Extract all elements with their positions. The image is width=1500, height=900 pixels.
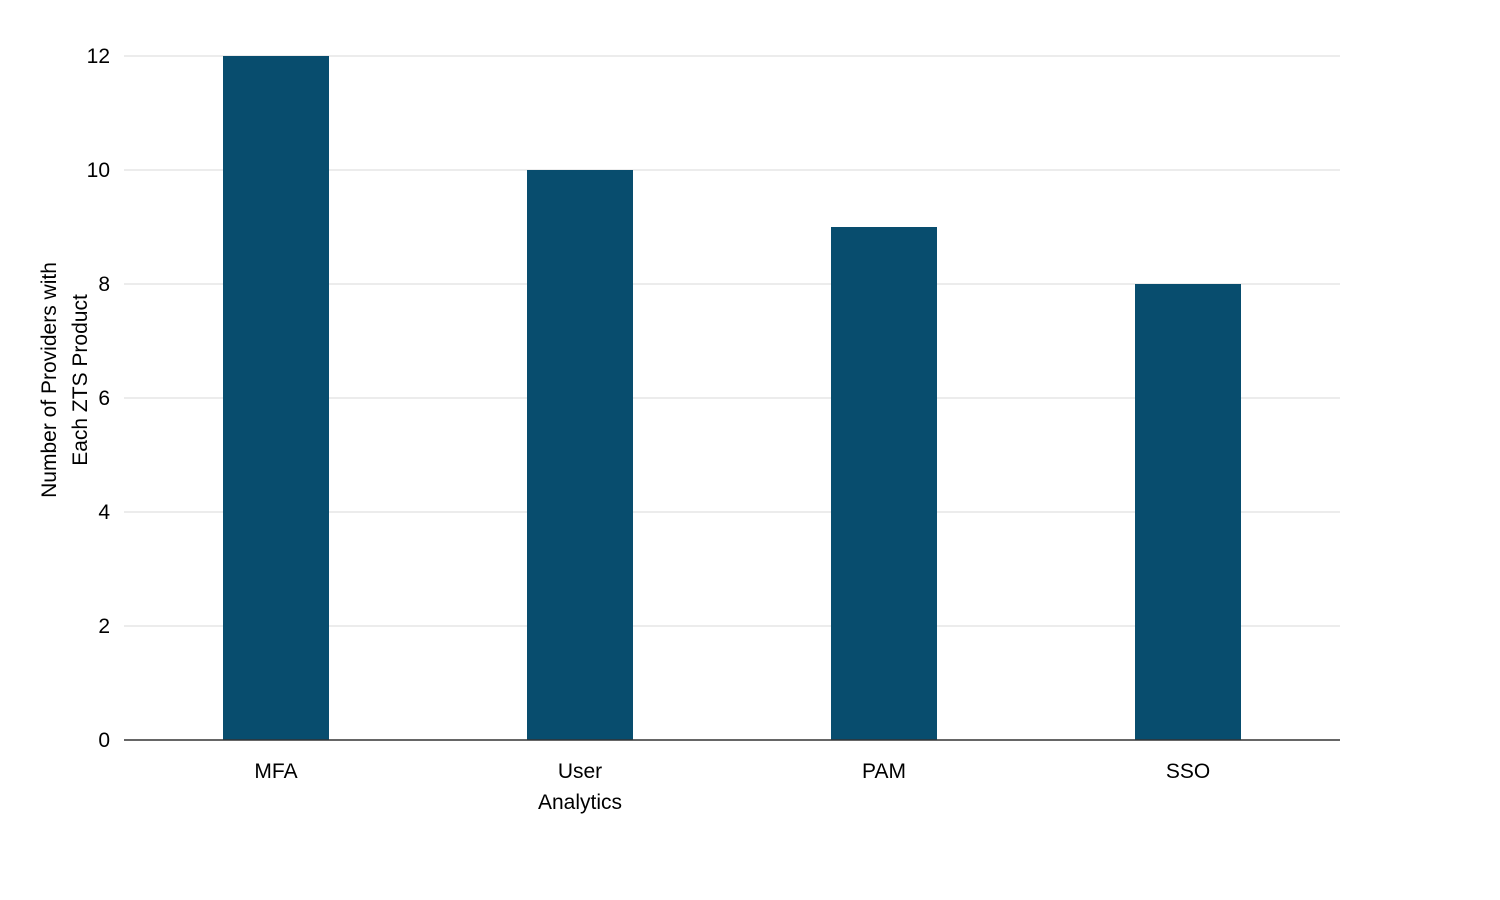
x-tick-label: SSO	[1166, 760, 1210, 783]
x-tick-label: PAM	[862, 760, 906, 783]
y-tick-label: 12	[87, 45, 110, 68]
bar	[831, 227, 937, 740]
y-tick-label: 0	[98, 729, 110, 752]
y-tick-label: 10	[87, 159, 110, 182]
x-tick-label: User Analytics	[538, 760, 622, 814]
bars	[223, 56, 1241, 740]
bar	[527, 170, 633, 740]
y-tick-label: 8	[98, 273, 110, 296]
y-axis-tick-labels: 0 2 4 6 8 10 12	[87, 45, 111, 752]
y-tick-label: 2	[98, 615, 110, 638]
y-tick-label: 6	[98, 387, 110, 410]
bar	[223, 56, 329, 740]
x-axis-tick-labels: MFA User Analytics PAM SSO	[254, 760, 1210, 814]
y-axis-title: Number of Providers with Each ZTS Product	[38, 262, 92, 498]
bar	[1135, 284, 1241, 740]
x-tick-label: MFA	[254, 760, 297, 783]
y-tick-label: 4	[98, 501, 110, 524]
